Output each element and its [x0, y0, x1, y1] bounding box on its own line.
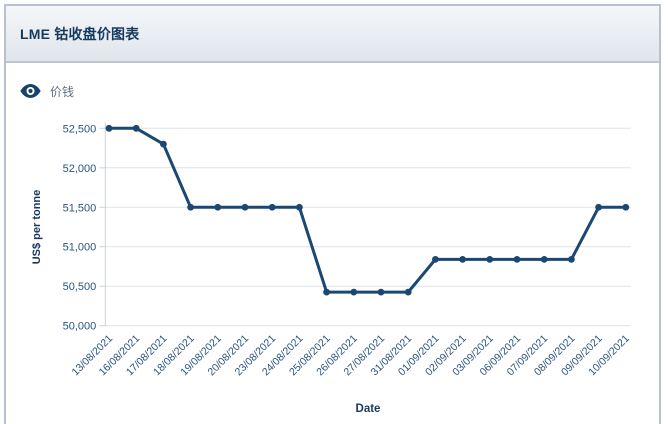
data-point[interactable] — [432, 255, 439, 263]
data-point[interactable] — [214, 203, 222, 211]
data-point[interactable] — [540, 255, 548, 263]
data-point[interactable] — [268, 203, 276, 211]
legend-price-toggle[interactable]: 价钱 — [20, 82, 74, 100]
eye-icon — [20, 84, 41, 98]
data-point[interactable] — [187, 203, 195, 211]
data-point[interactable] — [296, 203, 303, 211]
data-point[interactable] — [568, 255, 575, 263]
data-point[interactable] — [132, 124, 140, 132]
data-point[interactable] — [404, 288, 412, 296]
data-point[interactable] — [459, 255, 466, 263]
card-header: LME 钴收盘价图表 — [6, 6, 659, 63]
data-point[interactable] — [513, 255, 521, 263]
data-point[interactable] — [595, 203, 602, 211]
data-point[interactable] — [486, 255, 494, 263]
data-point[interactable] — [622, 203, 630, 211]
data-point[interactable] — [241, 203, 249, 211]
data-point[interactable] — [377, 288, 385, 296]
legend-label: 价钱 — [50, 84, 75, 99]
price-chart-card: LME 钴收盘价图表 价钱 — [4, 4, 661, 424]
data-point[interactable] — [350, 288, 358, 296]
page-title: LME 钴收盘价图表 — [20, 25, 140, 42]
data-point[interactable] — [105, 124, 113, 132]
data-point[interactable] — [160, 140, 167, 148]
data-point[interactable] — [323, 288, 330, 296]
